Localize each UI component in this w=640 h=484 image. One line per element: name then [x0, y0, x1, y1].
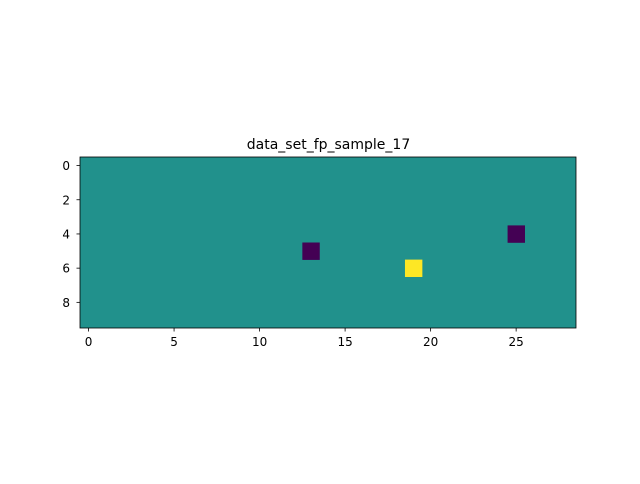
y-tick-label: 8	[62, 296, 70, 310]
axes-frame	[79, 156, 577, 329]
plot-area	[79, 156, 577, 329]
x-axis: 0 5 10 15 20 25	[85, 328, 524, 349]
x-tick-label: 10	[252, 335, 267, 349]
x-tick-label: 0	[85, 335, 93, 349]
x-tick-label: 5	[170, 335, 178, 349]
x-tick-label: 25	[508, 335, 523, 349]
x-tick-label: 15	[337, 335, 352, 349]
y-axis: 0 2 4 6 8	[62, 159, 80, 310]
y-tick-label: 4	[62, 227, 70, 241]
heatmap-background	[80, 157, 576, 328]
chart-title: data_set_fp_sample_17	[247, 137, 410, 153]
x-tick-label: 20	[423, 335, 438, 349]
y-tick-label: 2	[62, 193, 70, 207]
heatmap-cell	[404, 259, 423, 277]
y-tick-label: 6	[62, 262, 70, 276]
heatmap-cell	[507, 225, 525, 243]
y-tick-label: 0	[62, 159, 70, 173]
heatmap-cell	[302, 242, 320, 260]
